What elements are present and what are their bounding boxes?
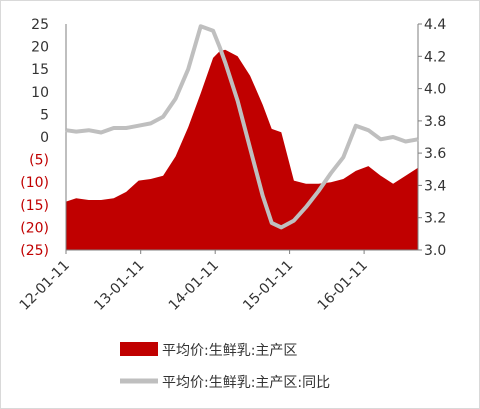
line-layer bbox=[65, 24, 419, 230]
x-tick-label: 12-01-11 bbox=[17, 258, 73, 314]
x-tick-label: 13-01-11 bbox=[91, 258, 147, 314]
left-tick-label: (25) bbox=[20, 243, 49, 259]
right-axis-ticks: 4.4 4.2 4.0 3.8 3.6 3.4 3.2 3.0 bbox=[418, 17, 446, 259]
left-tick-label: 5 bbox=[40, 107, 49, 123]
legend-swatch-area bbox=[120, 342, 158, 356]
legend: 平均价:生鲜乳:主产区 平均价:生鲜乳:主产区:同比 bbox=[120, 342, 330, 391]
left-tick-label: 15 bbox=[31, 62, 49, 78]
left-tick-label: 10 bbox=[31, 85, 49, 101]
right-tick-label: 3.6 bbox=[424, 146, 446, 162]
right-tick-label: 4.2 bbox=[424, 49, 446, 65]
area-layer bbox=[66, 49, 418, 250]
legend-label-line: 平均价:生鲜乳:主产区:同比 bbox=[162, 375, 330, 391]
legend-label-area: 平均价:生鲜乳:主产区 bbox=[162, 343, 297, 359]
left-axis-ticks: 25 20 15 10 5 0 (5) (10) (15) (20) (25) bbox=[20, 17, 49, 259]
axis-layer bbox=[65, 24, 419, 251]
left-tick-label: (20) bbox=[20, 220, 49, 236]
left-tick-label: 0 bbox=[40, 130, 49, 146]
x-axis-ticks: 12-01-11 13-01-11 14-01-11 15-01-11 16-01-11 bbox=[17, 250, 371, 314]
right-tick-label: 4.0 bbox=[424, 82, 446, 98]
right-tick-label: 3.2 bbox=[424, 211, 446, 227]
x-tick-label: 14-01-11 bbox=[166, 258, 222, 314]
right-tick-label: 3.8 bbox=[424, 114, 446, 130]
left-tick-label: (10) bbox=[20, 175, 49, 191]
right-tick-label: 3.0 bbox=[424, 243, 446, 259]
series-line-yoy bbox=[65, 24, 419, 230]
x-tick-label: 15-01-11 bbox=[240, 258, 296, 314]
left-tick-label: (5) bbox=[29, 153, 49, 169]
x-tick-label: 16-01-11 bbox=[315, 258, 371, 314]
left-tick-label: (15) bbox=[20, 198, 49, 214]
left-tick-label: 25 bbox=[31, 17, 49, 33]
right-tick-label: 3.4 bbox=[424, 178, 446, 194]
right-tick-label: 4.4 bbox=[424, 17, 446, 33]
series-area-price bbox=[66, 49, 418, 250]
left-tick-label: 20 bbox=[31, 40, 49, 56]
